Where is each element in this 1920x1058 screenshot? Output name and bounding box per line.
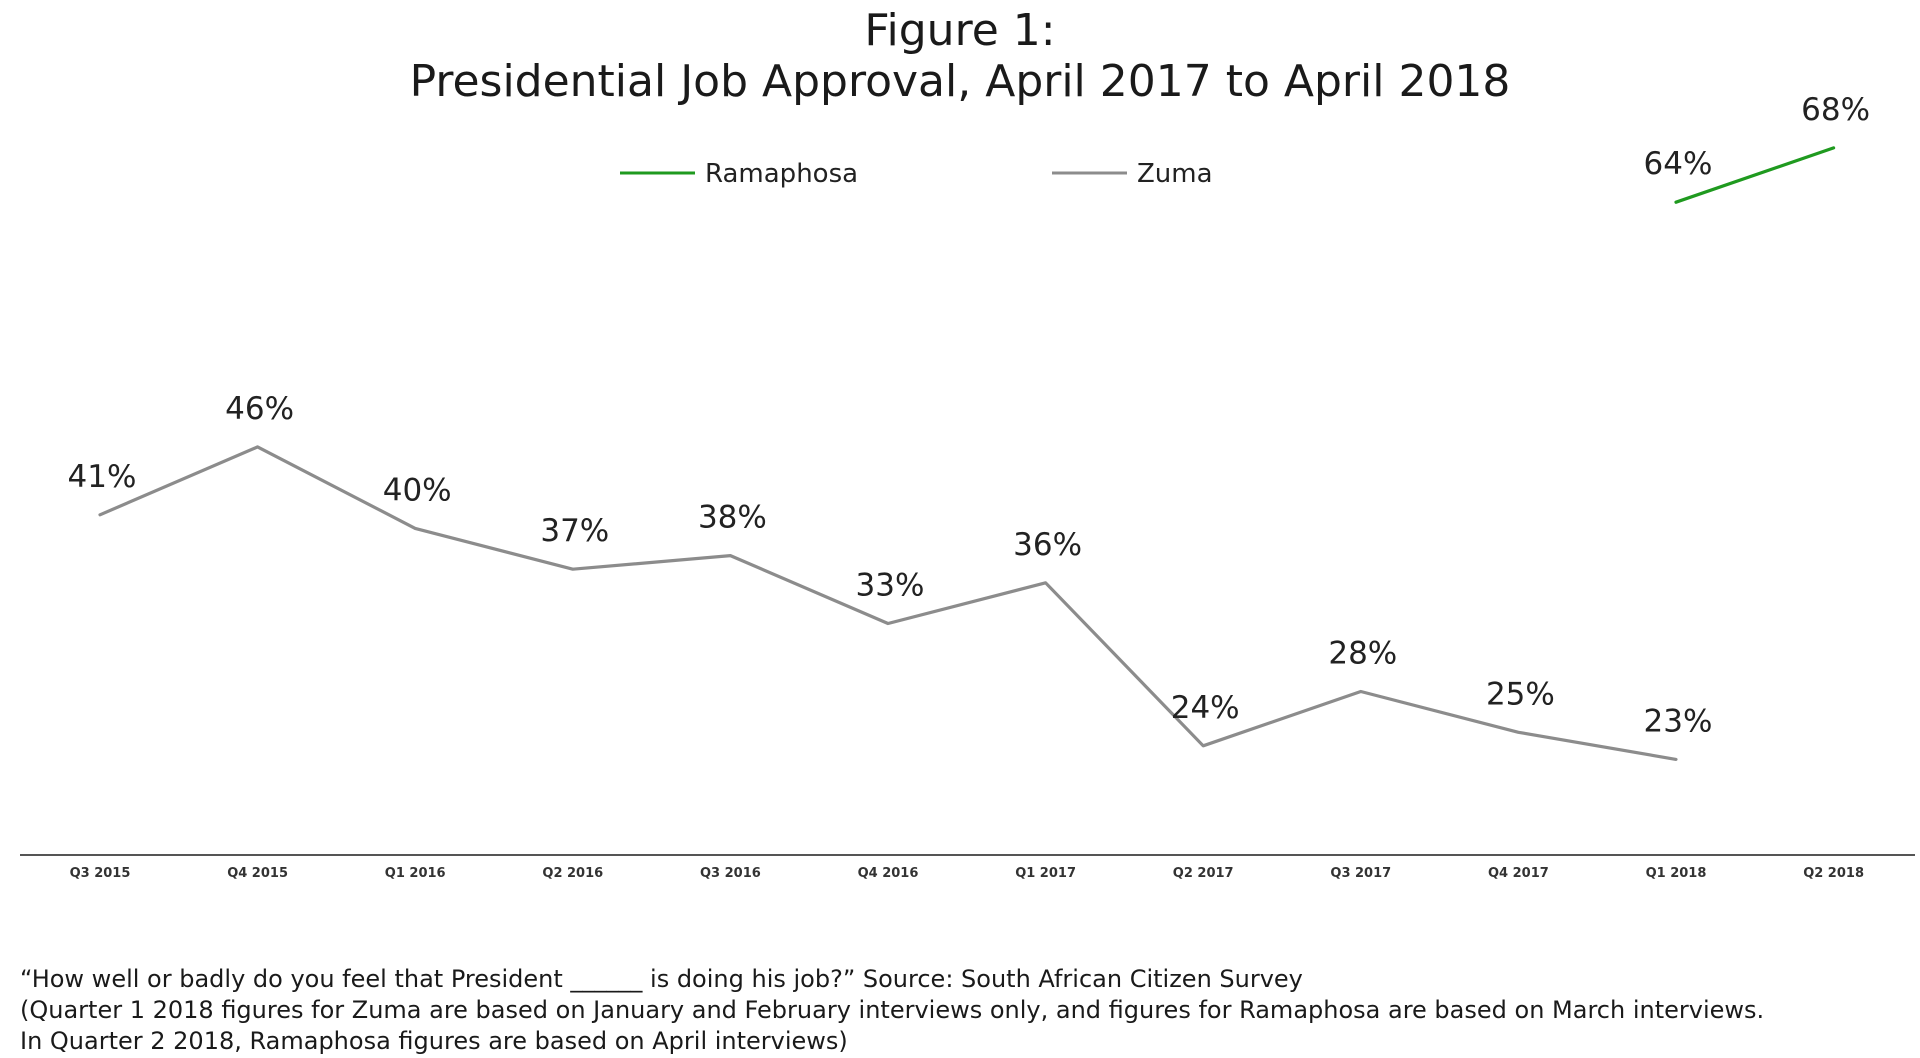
legend-label-zuma: Zuma [1137,159,1213,189]
data-label: 68% [1801,92,1870,128]
data-label: 38% [698,500,767,536]
x-tick-label: Q2 2017 [1173,866,1234,881]
x-tick-label: Q1 2018 [1646,866,1707,881]
series-line-zuma [98,445,1678,762]
data-label: 41% [68,459,137,495]
data-label: 23% [1644,703,1713,739]
footnote-note: (Quarter 1 2018 figures for Zuma are bas… [20,996,1765,1024]
x-tick-label: Q2 2016 [542,866,603,881]
x-tick-label: Q3 2017 [1330,866,1391,881]
series-line-ramaphosa [1674,146,1836,204]
x-tick-label: Q1 2017 [1015,866,1076,881]
legend: Ramaphosa Zuma [620,159,1213,189]
chart-title: Figure 1: [864,5,1056,56]
data-label: 28% [1328,635,1397,671]
x-tick-label: Q3 2016 [700,866,761,881]
data-label: 46% [225,391,294,427]
x-tick-label: Q4 2015 [227,866,288,881]
data-label: 64% [1644,146,1713,182]
x-tick-label: Q2 2018 [1803,866,1864,881]
line-chart: Ramaphosa Zuma 64% 68% 41% 46% 40% 37% 38% 33% 36… [20,92,1915,881]
legend-label-ramaphosa: Ramaphosa [705,159,858,189]
data-label: 33% [856,568,925,604]
data-label: 40% [383,472,452,508]
data-label: 36% [1013,527,1082,563]
x-axis: Q3 2015 Q4 2015 Q1 2016 Q2 2016 Q3 2016 Q4 20… [20,854,1915,881]
data-label: 37% [540,513,609,549]
data-label: 25% [1486,676,1555,712]
x-tick-label: Q4 2017 [1488,866,1549,881]
x-tick-label: Q3 2015 [70,866,131,881]
x-tick-label: Q4 2016 [858,866,919,881]
data-label: 24% [1171,690,1240,726]
series-layer: 64% 68% 41% 46% 40% 37% 38% 33% 36% 24% 28% 25% 23% [68,92,1870,762]
footnote-note-continued: In Quarter 2 2018, Ramaphosa figures are… [20,1027,848,1055]
chart-subtitle: Presidential Job Approval, April 2017 to… [409,56,1511,107]
x-tick-label: Q1 2016 [385,866,446,881]
footnote-question: “How well or badly do you feel that Pres… [20,965,1303,993]
